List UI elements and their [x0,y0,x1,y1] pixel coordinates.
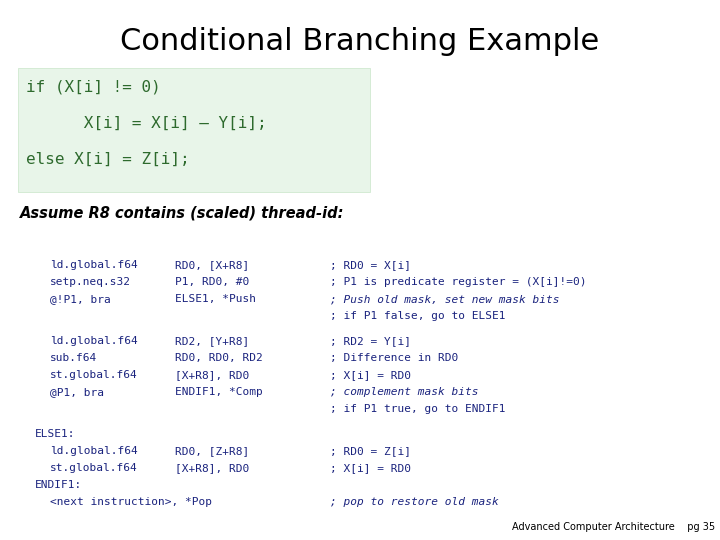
Text: ; RD0 = X[i]: ; RD0 = X[i] [330,260,411,270]
Text: ; RD0 = Z[i]: ; RD0 = Z[i] [330,446,411,456]
Text: ; X[i] = RD0: ; X[i] = RD0 [330,370,411,380]
Text: ; X[i] = RD0: ; X[i] = RD0 [330,463,411,473]
Text: ; Push old mask, set new mask bits: ; Push old mask, set new mask bits [330,294,559,304]
Text: RD2, [Y+R8]: RD2, [Y+R8] [175,336,249,346]
Text: if (X[i] != 0): if (X[i] != 0) [26,79,161,94]
Text: ; if P1 false, go to ELSE1: ; if P1 false, go to ELSE1 [330,311,505,321]
Text: ld.global.f64: ld.global.f64 [50,260,138,270]
Text: ENDIF1:: ENDIF1: [35,480,82,490]
Text: ; P1 is predicate register = (X[i]!=0): ; P1 is predicate register = (X[i]!=0) [330,277,587,287]
Text: RD0, RD0, RD2: RD0, RD0, RD2 [175,353,263,363]
Text: st.global.f64: st.global.f64 [50,463,138,473]
Text: ELSE1:: ELSE1: [35,429,76,439]
Text: [X+R8], RD0: [X+R8], RD0 [175,463,249,473]
Text: @!P1, bra: @!P1, bra [50,294,111,304]
Text: <next instruction>, *Pop: <next instruction>, *Pop [50,497,212,507]
Text: P1, RD0, #0: P1, RD0, #0 [175,277,249,287]
Text: ; RD2 = Y[i]: ; RD2 = Y[i] [330,336,411,346]
FancyBboxPatch shape [18,68,370,192]
Text: else X[i] = Z[i];: else X[i] = Z[i]; [26,152,189,166]
Text: st.global.f64: st.global.f64 [50,370,138,380]
Text: Conditional Branching Example: Conditional Branching Example [120,28,600,57]
Text: X[i] = X[i] – Y[i];: X[i] = X[i] – Y[i]; [26,116,266,131]
Text: [X+R8], RD0: [X+R8], RD0 [175,370,249,380]
Text: ; if P1 true, go to ENDIF1: ; if P1 true, go to ENDIF1 [330,404,505,414]
Text: ld.global.f64: ld.global.f64 [50,446,138,456]
Text: Assume R8 contains (scaled) thread-id:: Assume R8 contains (scaled) thread-id: [20,206,344,220]
Text: RD0, [Z+R8]: RD0, [Z+R8] [175,446,249,456]
Text: ENDIF1, *Comp: ENDIF1, *Comp [175,387,263,397]
Text: ; pop to restore old mask: ; pop to restore old mask [330,497,499,507]
Text: ELSE1, *Push: ELSE1, *Push [175,294,256,304]
Text: setp.neq.s32: setp.neq.s32 [50,277,131,287]
Text: RD0, [X+R8]: RD0, [X+R8] [175,260,249,270]
Text: ; complement mask bits: ; complement mask bits [330,387,479,397]
Text: ; Difference in RD0: ; Difference in RD0 [330,353,458,363]
Text: Advanced Computer Architecture    pg 35: Advanced Computer Architecture pg 35 [512,522,715,532]
Text: sub.f64: sub.f64 [50,353,97,363]
Text: ld.global.f64: ld.global.f64 [50,336,138,346]
Text: @P1, bra: @P1, bra [50,387,104,397]
